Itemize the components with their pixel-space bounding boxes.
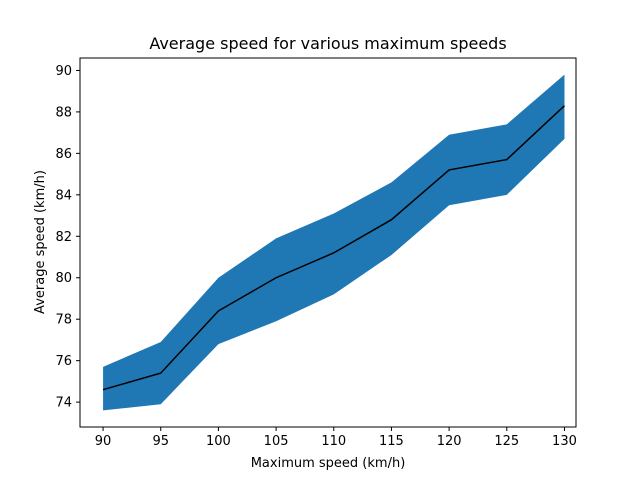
y-tick-label: 82 xyxy=(55,230,72,245)
x-tick-label: 130 xyxy=(552,434,577,449)
x-tick-label: 95 xyxy=(152,434,169,449)
y-tick-label: 74 xyxy=(55,396,72,411)
plot-area xyxy=(102,74,565,411)
y-tick-label: 90 xyxy=(55,64,72,79)
plot-frame xyxy=(79,57,577,428)
x-tick-label: 125 xyxy=(494,434,519,449)
y-tick-label: 76 xyxy=(55,354,72,369)
x-tick-label: 110 xyxy=(321,434,346,449)
y-tick-label: 86 xyxy=(55,147,72,162)
y-axis-label: Average speed (km/h) xyxy=(33,170,48,314)
series-0-line xyxy=(102,105,565,391)
y-tick-label: 80 xyxy=(55,271,72,286)
y-tick-label: 88 xyxy=(55,105,72,120)
chart-title: Average speed for various maximum speeds xyxy=(149,34,506,53)
x-tick-label: 105 xyxy=(264,434,289,449)
y-tick-label: 84 xyxy=(55,188,72,203)
series-0-band xyxy=(103,74,565,411)
y-tick-label: 78 xyxy=(55,313,72,328)
x-axis-label: Maximum speed (km/h) xyxy=(251,456,406,471)
x-axis: 90 95 100 105 110 115 120 125 130 xyxy=(95,427,577,449)
x-tick-label: 115 xyxy=(379,434,404,449)
x-tick-label: 120 xyxy=(437,434,462,449)
x-tick-label: 100 xyxy=(206,434,231,449)
x-tick-label: 90 xyxy=(95,434,112,449)
y-axis: 74 76 78 80 82 84 86 88 90 xyxy=(55,64,80,411)
